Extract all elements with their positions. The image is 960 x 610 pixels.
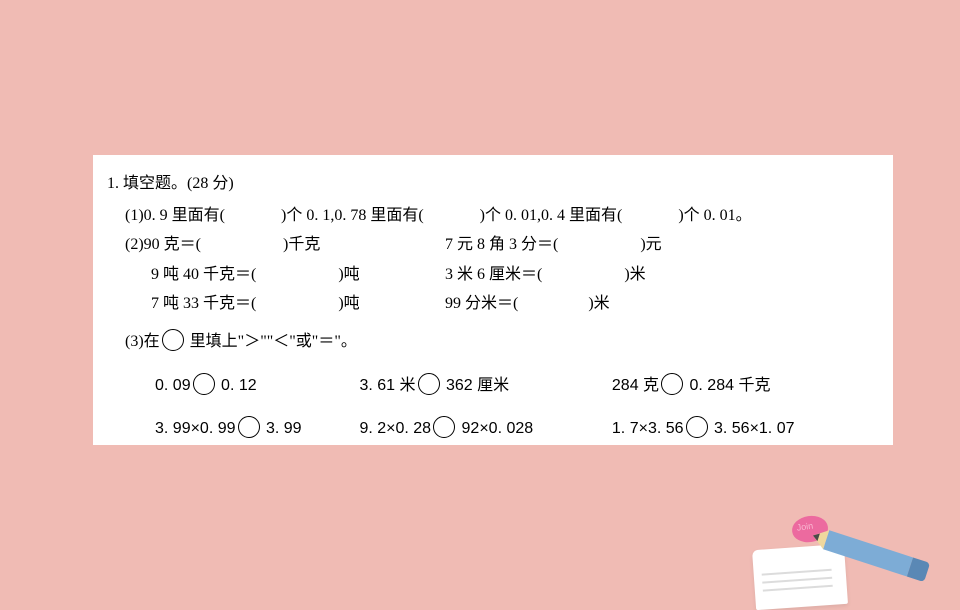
circle-icon [661,373,683,395]
question-2-row-1: (2)90 克＝( )千克 7 元 8 角 3 分＝( )元 [107,230,879,260]
q3-intro-2: 里填上"＞""＜"或"＝"。 [186,333,357,350]
question-2-row-2: 9 吨 40 千克＝( )吨 3 米 6 厘米＝( )米 [107,260,879,290]
worksheet-box: 1. 填空题。(28 分) (1)0. 9 里面有( )个 0. 1,0. 78 … [93,155,893,445]
q2-r3b: 99 分米＝( [445,295,518,312]
q2-r1a2: )千克 [283,236,320,253]
q3-r1-b1: 3. 61 米 [359,377,415,394]
paper-icon [752,544,848,610]
circle-icon [686,416,708,438]
q3-r1-b2: 362 厘米 [442,377,510,394]
q2-r1b: 7 元 8 角 3 分＝( [445,236,558,253]
q1-text-3: )个 0. 01,0. 4 里面有( [480,207,623,224]
question-3-row-1: 0. 09 0. 12 3. 61 米 362 厘米 284 克 0. 284 … [107,371,879,401]
q3-r1-c2: 0. 284 千克 [685,377,770,394]
circle-icon [162,329,184,351]
q3-r2-b1: 9. 2×0. 28 [359,420,431,437]
q2-r2b: 3 米 6 厘米＝( [445,266,542,283]
q1-text-2: )个 0. 1,0. 78 里面有( [281,207,424,224]
question-3-row-2: 3. 99×0. 99 3. 99 9. 2×0. 28 92×0. 028 1… [107,414,879,444]
question-title: 1. 填空题。(28 分) [107,169,879,199]
q1-text-1: 0. 9 里面有( [144,207,225,224]
q3-r1-a2: 0. 12 [217,377,257,394]
q3-r1-c1: 284 克 [612,377,659,394]
q2-r3b2: )米 [588,295,609,312]
q3-r2-c2: 3. 56×1. 07 [710,420,795,437]
q1-text-4: )个 0. 01。 [678,207,751,224]
question-3-intro: (3)在 里填上"＞""＜"或"＝"。 [107,327,879,357]
q3-r2-b2: 92×0. 028 [457,420,533,437]
q3-r2-a1: 3. 99×0. 99 [155,420,236,437]
q2-r2a2: )吨 [338,266,359,283]
q2-r2b2: )米 [624,266,645,283]
q2-r3a: 7 吨 33 千克＝( [151,295,256,312]
q2-r1a: 90 克＝( [144,236,201,253]
q2-r2a: 9 吨 40 千克＝( [151,266,256,283]
decoration-pencil-icon [754,524,924,599]
q3-label: (3) [125,333,144,350]
circle-icon [418,373,440,395]
q3-r2-a2: 3. 99 [262,420,302,437]
q2-r3a2: )吨 [338,295,359,312]
q3-intro-1: 在 [144,333,160,350]
circle-icon [193,373,215,395]
question-2-row-3: 7 吨 33 千克＝( )吨 99 分米＝( )米 [107,289,879,319]
q3-r1-a1: 0. 09 [155,377,191,394]
circle-icon [238,416,260,438]
circle-icon [433,416,455,438]
q3-r2-c1: 1. 7×3. 56 [612,420,684,437]
q2-label: (2) [125,236,144,253]
q1-label: (1) [125,207,144,224]
q2-r1b2: )元 [640,236,661,253]
question-1: (1)0. 9 里面有( )个 0. 1,0. 78 里面有( )个 0. 01,0… [107,201,879,231]
